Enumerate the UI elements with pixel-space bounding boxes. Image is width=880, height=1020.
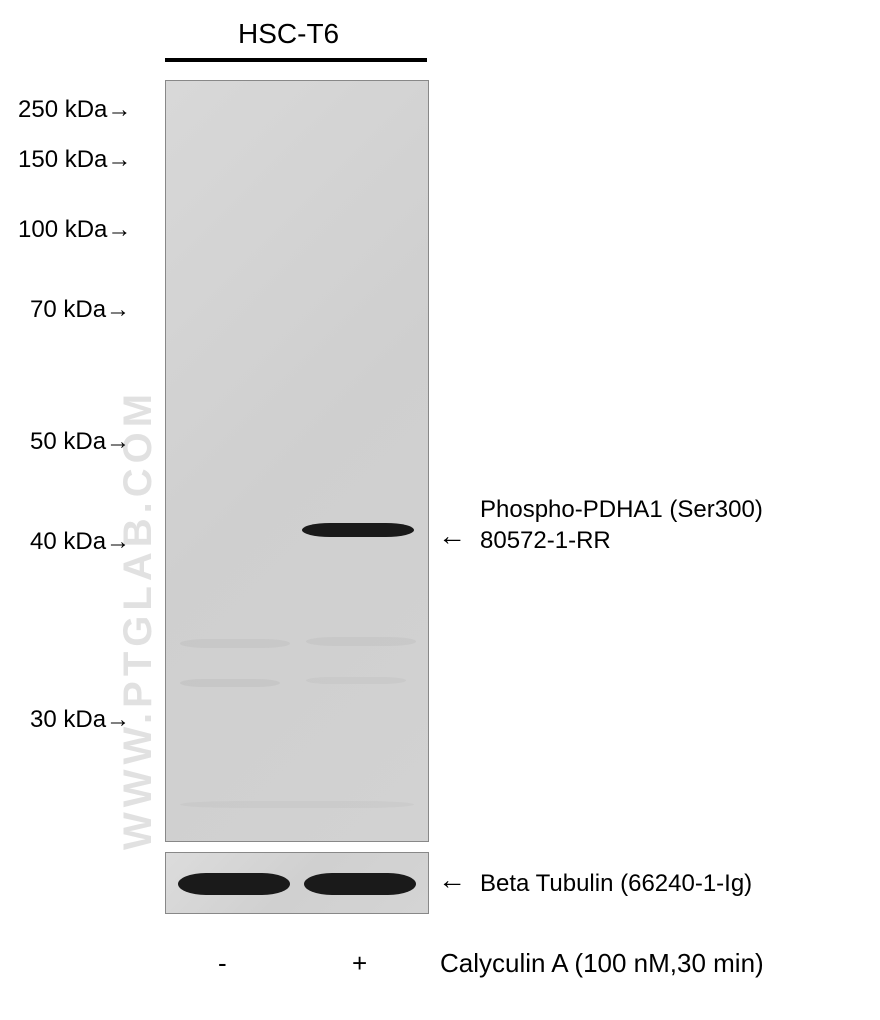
target-label-control: Beta Tubulin (66240-1-Ig) — [480, 868, 752, 899]
mw-text: 70 kDa — [30, 296, 106, 323]
nonspecific-band — [180, 679, 280, 687]
sample-header-label: HSC-T6 — [238, 18, 339, 50]
western-blot-main — [165, 80, 429, 842]
target-arrow-control: ← — [438, 864, 466, 896]
arrow-right-icon: → — [107, 146, 131, 174]
target-label-main: Phospho-PDHA1 (Ser300) 80572-1-RR — [480, 494, 763, 556]
mw-text: 50 kDa — [30, 428, 106, 455]
western-blot-control — [165, 852, 429, 914]
mw-text: 250 kDa — [18, 96, 107, 123]
control-label-line1: Beta Tubulin (66240-1-Ig) — [480, 870, 752, 897]
target-band-treated — [302, 523, 414, 537]
arrow-right-icon: → — [106, 296, 130, 324]
arrow-right-icon: → — [107, 216, 131, 244]
target-label-line2: 80572-1-RR — [480, 527, 611, 554]
figure-container: HSC-T6 250 kDa→ 150 kDa→ 100 kDa→ 70 kDa… — [0, 0, 880, 1020]
nonspecific-band — [306, 637, 416, 646]
nonspecific-band — [180, 801, 414, 808]
control-band-treated — [304, 873, 416, 895]
watermark-text: WWW.PTGLAB.COM — [116, 389, 161, 850]
mw-text: 30 kDa — [30, 706, 106, 733]
arrow-right-icon: → — [107, 96, 131, 124]
mw-text: 40 kDa — [30, 528, 106, 555]
treatment-plus: + — [352, 948, 367, 979]
control-band-untreated — [178, 873, 290, 895]
nonspecific-band — [180, 639, 290, 648]
sample-header-bar — [165, 58, 427, 62]
nonspecific-band — [306, 677, 406, 684]
mw-label-100: 100 kDa→ — [18, 216, 131, 244]
mw-label-70: 70 kDa→ — [30, 296, 130, 324]
mw-text: 150 kDa — [18, 146, 107, 173]
target-label-line1: Phospho-PDHA1 (Ser300) — [480, 496, 763, 523]
mw-label-250: 250 kDa→ — [18, 96, 131, 124]
mw-text: 100 kDa — [18, 216, 107, 243]
treatment-minus: - — [218, 948, 227, 979]
target-arrow-main: ← — [438, 520, 466, 552]
treatment-condition: Calyculin A (100 nM,30 min) — [440, 948, 764, 979]
mw-label-150: 150 kDa→ — [18, 146, 131, 174]
